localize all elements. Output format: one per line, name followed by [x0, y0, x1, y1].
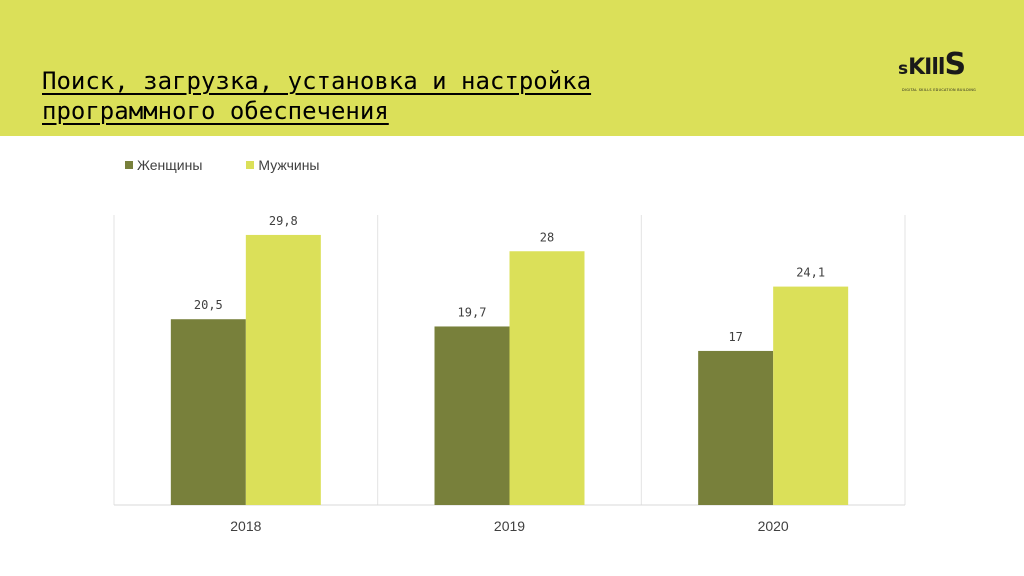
legend-label-women: Женщины — [137, 157, 203, 173]
bar-men-2020 — [773, 286, 849, 505]
legend-item-men: Мужчины — [246, 157, 320, 173]
page-title-line-1: Поиск, загрузка, установка и настройка — [42, 67, 592, 95]
logo-subtitle: DIGITAL SKILLS EDUCATION BUILDING — [902, 88, 977, 92]
data-label-women-2020: 17 — [728, 330, 742, 344]
data-label-men-2020: 24,1 — [796, 266, 825, 280]
header-band: Поиск, загрузка, установка и настройка п… — [0, 0, 1024, 136]
skills-logo: sKIllS DIGITAL SKILLS EDUCATION BUILDING — [898, 50, 990, 94]
bar-women-2020 — [698, 350, 774, 505]
data-label-women-2019: 19,7 — [458, 305, 487, 319]
page-title: Поиск, загрузка, установка и настройка п… — [42, 66, 591, 126]
bar-men-2019 — [509, 251, 585, 505]
data-label-men-2019: 28 — [540, 230, 554, 244]
bar-women-2018 — [170, 319, 246, 505]
data-label-men-2018: 29,8 — [269, 214, 298, 228]
chart-legend: Женщины Мужчины — [125, 157, 364, 173]
page-title-line-2: программного обеспечения — [42, 97, 389, 125]
data-label-women-2018: 20,5 — [194, 298, 223, 312]
legend-swatch-women — [125, 161, 133, 169]
x-tick-label-2020: 2020 — [758, 518, 789, 534]
legend-label-men: Мужчины — [258, 157, 320, 173]
logo-wordmark: sKIllS — [898, 47, 967, 82]
x-tick-label-2018: 2018 — [230, 518, 261, 534]
x-tick-label-2019: 2019 — [494, 518, 525, 534]
legend-item-women: Женщины — [125, 157, 202, 173]
bar-men-2018 — [245, 234, 321, 505]
legend-swatch-men — [246, 161, 255, 169]
bar-women-2019 — [434, 326, 510, 505]
